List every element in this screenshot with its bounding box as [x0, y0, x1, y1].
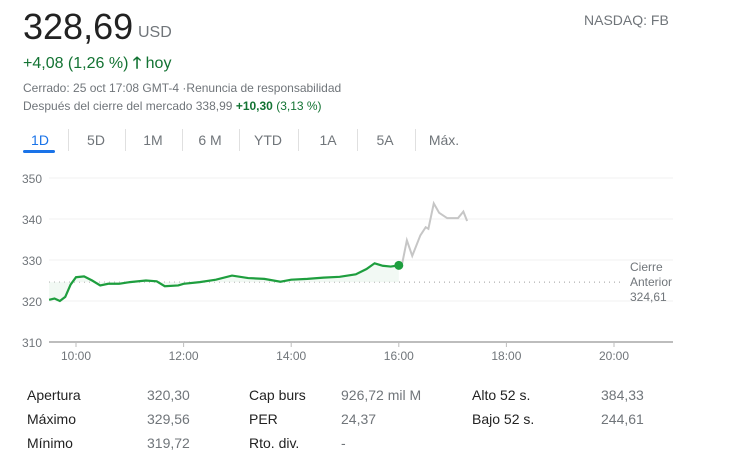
stat-value: 320,30: [147, 387, 190, 403]
stat-label: Bajo 52 s.: [472, 411, 535, 427]
stat-label: Mínimo: [27, 435, 73, 451]
session-line: [48, 262, 399, 303]
disclaimer-link[interactable]: Renuncia de responsabilidad: [186, 81, 342, 95]
stat-value: 24,37: [341, 411, 377, 427]
tab-6[interactable]: 5A: [376, 132, 394, 148]
tab-7[interactable]: Máx.: [428, 132, 460, 148]
stat-value: 329,56: [147, 411, 190, 427]
price-change: +4,08 (1,26 %) 🡑 hoy: [23, 52, 171, 79]
previous-close-value: 324,61: [630, 290, 667, 304]
y-tick-label: 320: [22, 295, 42, 309]
tab-separator: [68, 129, 69, 151]
stat-value: 244,61: [601, 411, 644, 427]
stat-value: -: [341, 435, 346, 451]
y-tick-label: 340: [22, 213, 42, 227]
tab-3[interactable]: 6 M: [198, 132, 222, 148]
x-tick-label: 10:00: [61, 349, 91, 363]
change-suffix: hoy: [145, 55, 172, 72]
after-hours-label: Después del cierre del mercado 338,99: [23, 99, 233, 113]
last-price-dot: [394, 260, 404, 270]
tab-separator: [414, 129, 416, 151]
x-tick-label: 12:00: [169, 349, 199, 363]
y-tick-label: 310: [22, 336, 42, 350]
x-tick-label: 16:00: [384, 349, 414, 363]
market-status: Cerrado: 25 oct 17:08 GMT-4 ·Renuncia de…: [23, 81, 342, 95]
stat-label: Cap burs: [249, 387, 306, 403]
stat-label: Apertura: [27, 387, 81, 403]
tab-separator: [356, 129, 358, 151]
previous-close-label: Anterior: [630, 275, 672, 289]
stat-value: 926,72 mil M: [341, 387, 422, 403]
price: 328,69: [23, 6, 134, 47]
tab-0[interactable]: 1D: [31, 132, 49, 148]
x-tick-label: 20:00: [599, 349, 629, 363]
tab-2[interactable]: 1M: [143, 132, 163, 148]
y-tick-label: 350: [22, 172, 42, 186]
tab-separator: [239, 129, 240, 151]
x-tick-label: 18:00: [491, 349, 521, 363]
tab-5[interactable]: 1A: [319, 132, 337, 148]
tab-separator: [181, 129, 183, 151]
after-hours-line: [398, 200, 469, 269]
y-tick-label: 330: [22, 254, 42, 268]
price-chart: 350 340 330 320 310 10:00 12:00 14:00 16:00 18:00…: [22, 172, 673, 363]
selected-tab-indicator: [23, 150, 55, 153]
previous-close-label: Cierre: [630, 260, 663, 274]
currency: USD: [138, 24, 172, 41]
stat-value: 319,72: [147, 435, 190, 451]
stat-label: PER: [249, 411, 278, 427]
stat-label: Alto 52 s.: [472, 387, 531, 403]
after-hours: Después del cierre del mercado 338,99 +1…: [23, 99, 322, 113]
change-value: +4,08 (1,26 %): [23, 55, 129, 72]
stat-label: Rto. div.: [249, 435, 300, 451]
tab-separator: [124, 129, 126, 151]
after-hours-change: +10,30: [235, 99, 273, 113]
tab-4[interactable]: YTD: [254, 132, 282, 148]
stat-label: Máximo: [27, 411, 77, 427]
session-area: [49, 263, 399, 301]
status-text: Cerrado: 25 oct 17:08 GMT-4: [23, 81, 180, 95]
after-hours-pct: (3,13 %): [276, 99, 322, 113]
tab-1[interactable]: 5D: [87, 132, 105, 148]
arrow-up-icon: 🡑: [132, 55, 142, 72]
x-tick-label: 14:00: [276, 349, 306, 363]
tab-separator: [298, 129, 299, 151]
exchange-ticker: NASDAQ: FB: [584, 12, 669, 28]
stat-value: 384,33: [601, 387, 644, 403]
